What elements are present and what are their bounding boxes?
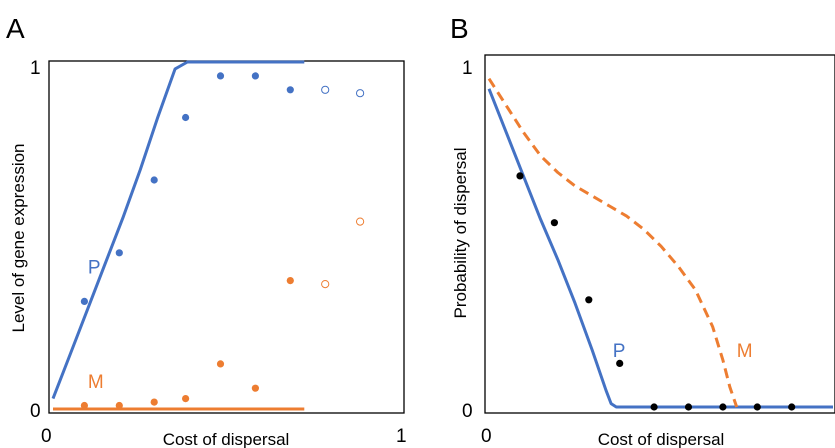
panel-b-label-p: P [613,341,626,362]
panel-b-ylabel: Probability of dispersal [451,147,470,318]
series-m-point [182,395,190,403]
series-p-line [51,60,305,400]
panel-b-frame [484,54,835,414]
panel-a-label-m: M [88,372,104,393]
series-p-point [251,72,259,80]
series-data-point [585,296,593,304]
series-data-point [516,172,524,180]
panel-a-xtick-max: 1 [396,426,407,447]
panel-a-ytick-max: 1 [30,58,41,79]
series-p-point [286,86,294,94]
panel-b-xtick-min: 0 [481,426,492,447]
series-m-point [150,398,158,406]
series-m-line [487,77,739,408]
panel-b-ytick-max: 1 [462,58,473,79]
panel-a-letter: A [6,13,25,44]
series-p-point [216,72,225,80]
series-data-point [684,403,693,411]
series-p-point [356,89,365,98]
series-m-point [251,384,259,392]
series-m-point [115,401,123,410]
series-p-point [115,249,123,257]
series-data-point [719,403,727,411]
panel-a-xlabel: Cost of dispersal [163,430,290,448]
panel-b-label-m: M [737,341,753,362]
series-p-line [487,88,833,409]
panel-b-ytick-min: 0 [462,401,473,422]
series-m-point [321,280,330,289]
series-p-point [321,85,330,94]
series-m-point [356,217,365,226]
series-p-point [150,176,158,184]
series-data-point [753,403,761,411]
panel-b-xlabel: Cost of dispersal [598,430,725,448]
series-data-point [650,403,658,411]
series-m-point [80,401,88,410]
series-p-point [80,297,88,305]
series-data-point [616,359,624,367]
panel-b: B 1 0 0 Cost of dispersal Probability of… [450,13,835,448]
panel-a-plot-area [51,60,365,411]
series-p-point [182,113,190,122]
panel-a-ylabel: Level of gene expression [9,143,28,332]
panel-b-plot-area [487,77,833,411]
panel-a-xtick-min: 0 [41,426,52,447]
panel-a: A 1 0 0 1 Cost of dispersal Level of gen… [6,13,407,448]
panel-a-label-p: P [88,258,101,279]
series-data-point [550,219,559,227]
panel-a-frame [48,60,405,414]
panel-b-letter: B [450,13,469,44]
series-m-point [286,277,294,285]
series-m-point [216,360,225,368]
panel-a-ytick-min: 0 [30,401,41,422]
series-data-point [788,403,796,411]
